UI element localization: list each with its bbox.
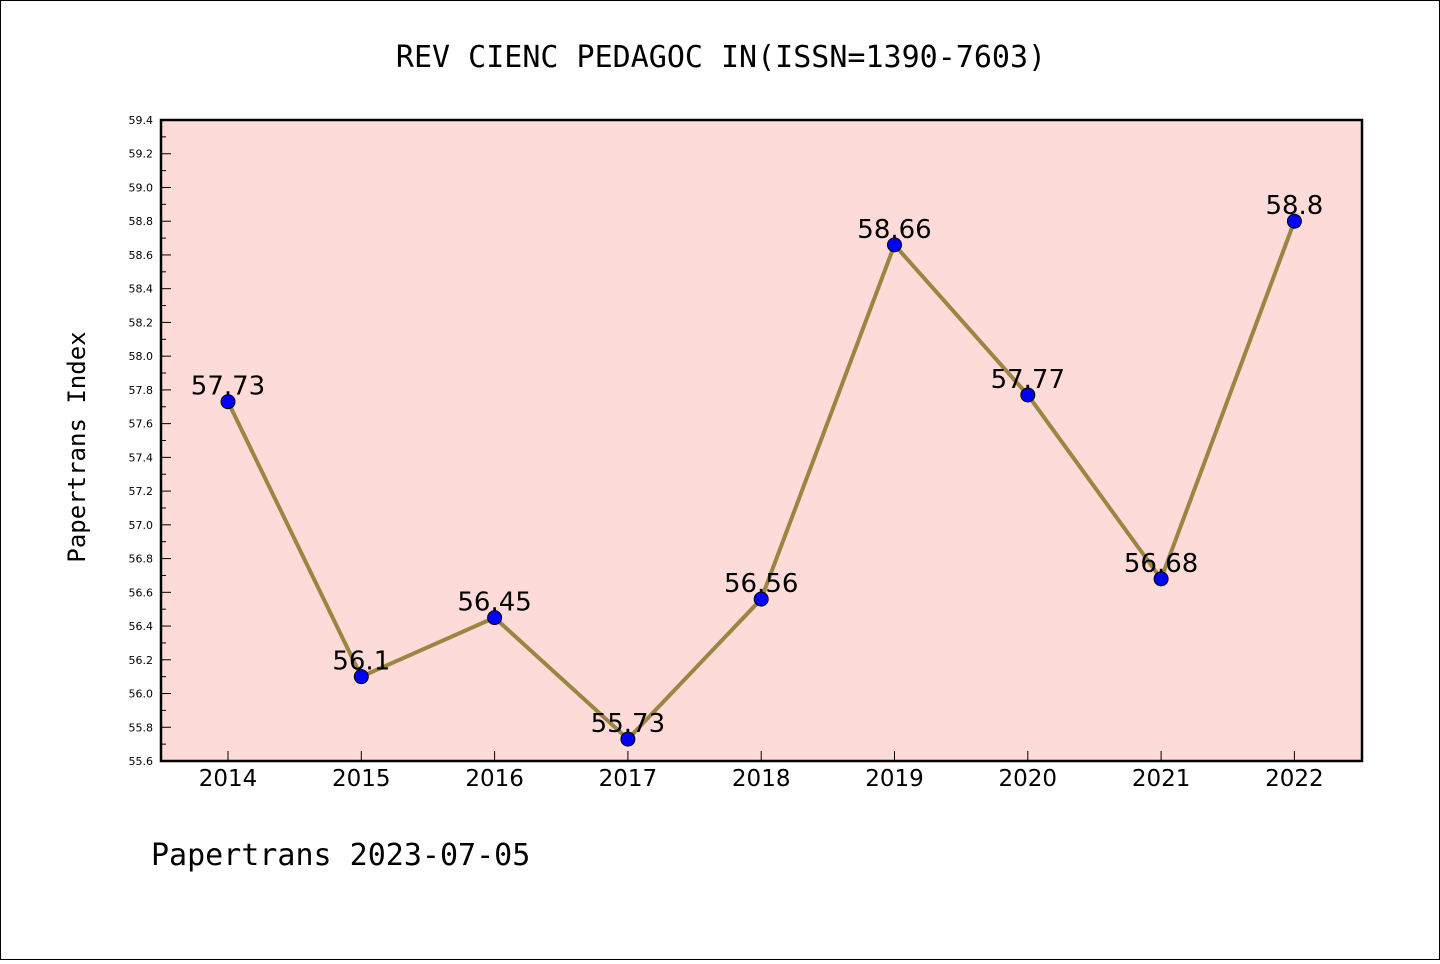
data-point <box>753 591 769 607</box>
y-tick-label: 56.8 <box>129 553 154 566</box>
y-tick-label: 58.2 <box>129 316 154 329</box>
y-tick-label: 57.4 <box>129 451 154 464</box>
data-label: 57.73 <box>191 372 265 402</box>
y-tick-label: 58.0 <box>129 350 154 363</box>
y-tick-label: 58.4 <box>129 283 154 296</box>
x-axis: 2014 2015 2016 2017 2018 2019 2020 2021 2022 <box>199 751 1324 792</box>
x-tick-label: 2019 <box>865 766 924 792</box>
y-tick-label: 58.8 <box>129 215 154 228</box>
data-point <box>620 731 636 747</box>
data-point <box>220 394 236 410</box>
y-tick-label: 59.2 <box>129 148 154 161</box>
data-point <box>1286 213 1302 229</box>
data-label: 57.77 <box>991 365 1065 395</box>
y-tick-label: 57.6 <box>129 418 154 431</box>
y-tick-label: 59.0 <box>129 181 154 194</box>
data-label: 56.68 <box>1124 549 1198 579</box>
chart-title: REV CIENC PEDAGOC IN(ISSN=1390-7603) <box>396 40 1046 75</box>
y-tick-label: 56.6 <box>129 586 154 599</box>
x-tick-label: 2022 <box>1265 766 1324 792</box>
y-tick-label: 55.8 <box>129 721 154 734</box>
y-tick-label: 56.0 <box>129 688 154 701</box>
series-line-group: 57.73 56.1 56.45 55.73 56.56 58.66 57.77 56.68 5… <box>191 191 1323 747</box>
x-tick-label: 2015 <box>332 766 391 792</box>
data-label: 58.8 <box>1265 191 1323 221</box>
footer-credit: Papertrans 2023-07-05 <box>151 838 530 873</box>
y-axis-label: Papertrans Index <box>63 331 91 562</box>
data-label: 56.1 <box>332 647 390 677</box>
data-point <box>887 237 902 253</box>
x-tick-label: 2021 <box>1132 766 1191 792</box>
x-tick-label: 2018 <box>732 766 791 792</box>
y-tick-label: 59.4 <box>129 114 154 127</box>
plot-area <box>159 118 1364 763</box>
x-tick-label: 2014 <box>199 766 258 792</box>
data-point <box>487 610 503 626</box>
data-label: 56.45 <box>457 588 531 618</box>
x-tick-label: 2016 <box>465 766 524 792</box>
data-point <box>1020 387 1036 403</box>
y-tick-label: 56.4 <box>129 620 154 633</box>
y-tick-label: 56.2 <box>129 654 154 667</box>
y-tick-label: 57.2 <box>129 485 154 498</box>
data-label: 55.73 <box>591 709 665 739</box>
data-point <box>353 669 369 685</box>
y-tick-label: 57.8 <box>129 384 154 397</box>
y-axis: 55.6 55.8 56.0 56.2 56.4 56.6 56.8 57.0 57.2 57.4… <box>129 114 171 768</box>
y-tick-label: 57.0 <box>129 519 154 532</box>
y-tick-label: 55.6 <box>129 755 154 768</box>
x-tick-label: 2017 <box>599 766 658 792</box>
data-label: 56.56 <box>724 569 798 599</box>
data-point <box>1153 571 1169 587</box>
x-tick-label: 2020 <box>999 766 1058 792</box>
data-label: 58.66 <box>857 215 931 245</box>
y-tick-label: 58.6 <box>129 249 154 262</box>
